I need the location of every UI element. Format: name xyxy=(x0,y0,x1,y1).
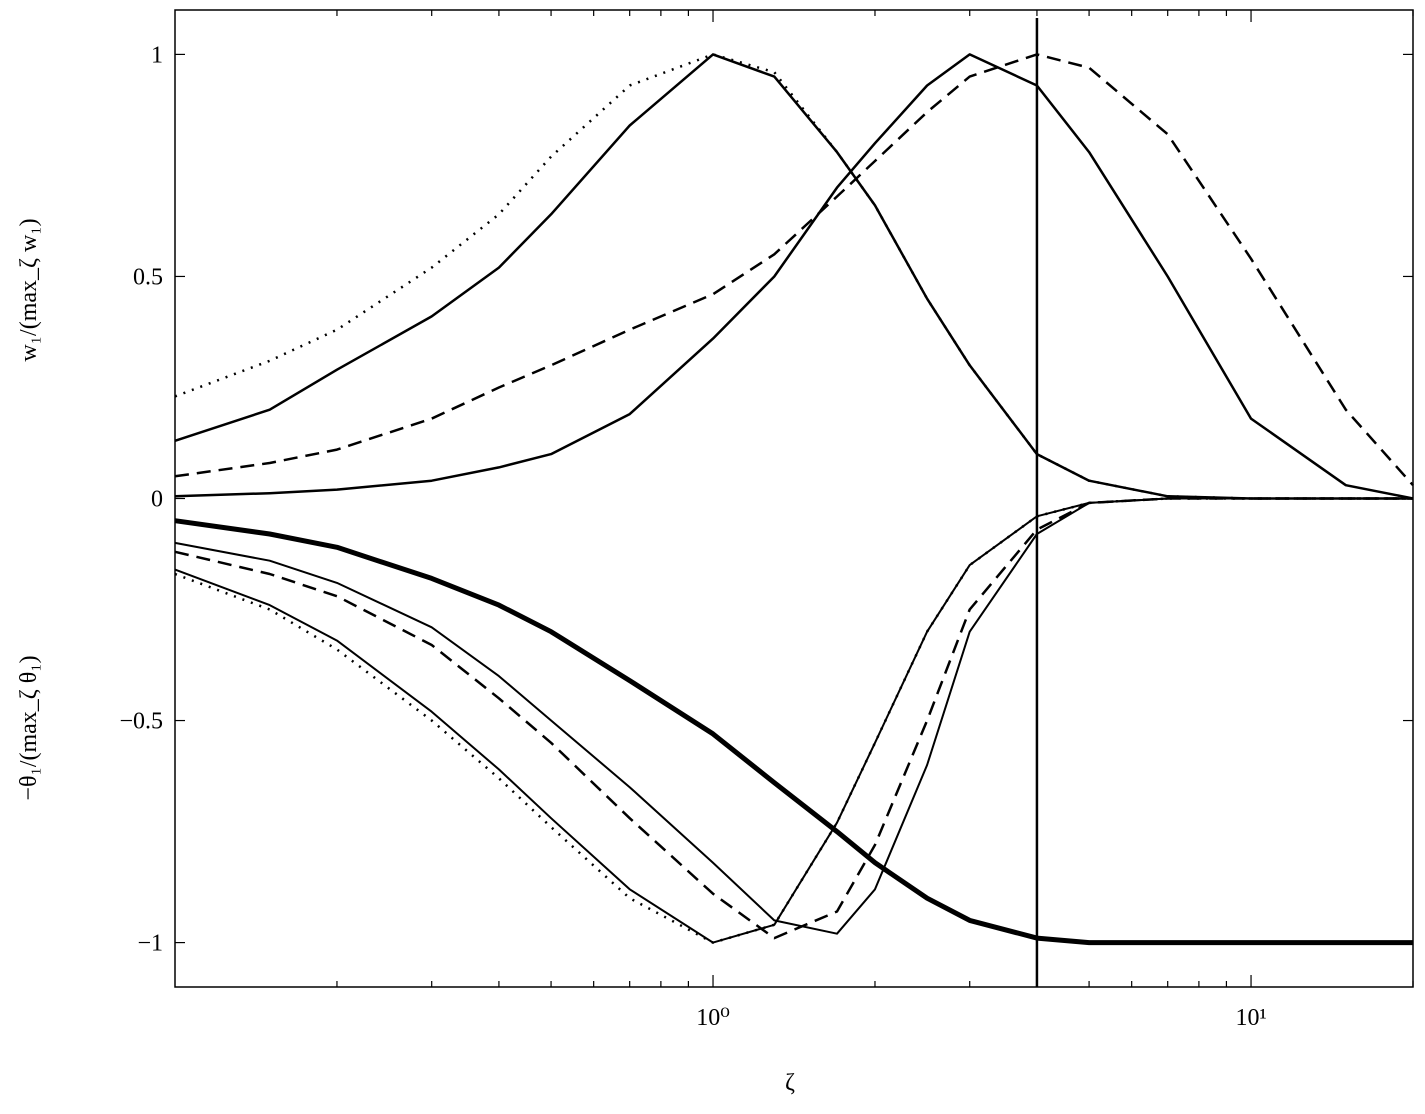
line-series xyxy=(174,497,1413,940)
y-axis-label-lower: −θ₁/(max_ζ θ₁) xyxy=(16,655,42,800)
line-series xyxy=(174,53,1413,500)
y-tick-label: 1 xyxy=(151,42,163,68)
line-series xyxy=(174,497,1413,935)
y-tick-label: −0.5 xyxy=(119,709,163,735)
line-series xyxy=(174,53,1413,500)
x-axis-label: ζ xyxy=(785,1070,795,1096)
x-tick-label: 10⁰ xyxy=(696,1005,730,1031)
x-tick-label: 10¹ xyxy=(1235,1005,1266,1031)
y-tick-label: 0 xyxy=(151,487,163,513)
line-series xyxy=(174,497,1413,944)
line-series xyxy=(174,53,1414,500)
y-tick-label: −1 xyxy=(137,931,163,957)
y-tick-label: 0.5 xyxy=(133,264,163,290)
line-series xyxy=(174,518,1413,946)
y-axis-label-upper: w₁/(max_ζ w₁) xyxy=(16,218,42,361)
line-series xyxy=(174,53,1414,487)
line-series xyxy=(174,497,1413,944)
